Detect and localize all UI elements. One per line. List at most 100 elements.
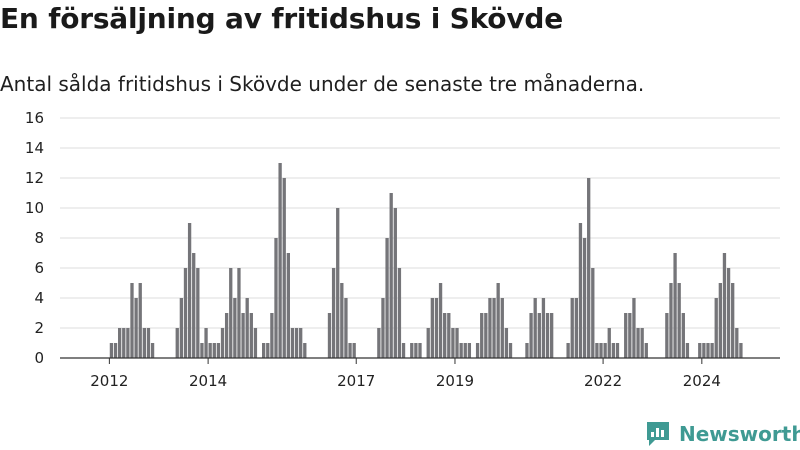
chart-bar <box>352 343 356 358</box>
chart-bar <box>640 328 644 358</box>
chart-bar <box>381 298 385 358</box>
chart-bar <box>430 298 434 358</box>
chart-bar <box>714 298 718 358</box>
chart-bar <box>348 343 352 358</box>
brand-name: Newsworthy <box>679 422 800 446</box>
chart-bar <box>212 343 216 358</box>
chart-bar <box>615 343 620 358</box>
chart-bar <box>722 253 727 358</box>
y-tick-label: 16 <box>25 109 44 127</box>
chart-bar <box>146 328 151 358</box>
x-tick-label: 2017 <box>337 372 375 390</box>
chart-bar <box>669 283 673 358</box>
chart-bar <box>484 313 488 358</box>
chart-bar <box>414 343 418 358</box>
chart-bar <box>599 343 603 358</box>
chart-labels: 1 <box>761 0 771 4</box>
chart-bar <box>504 328 509 358</box>
chart-bar <box>266 343 270 358</box>
chart-bar <box>451 328 455 358</box>
chart-bar <box>537 313 541 358</box>
chart-bar <box>455 328 459 358</box>
chart-bar <box>262 343 266 358</box>
chart-bar <box>241 313 245 358</box>
chart-bar <box>192 253 196 358</box>
page-subtitle: Antal sålda fritidshus i Skövde under de… <box>0 72 645 96</box>
chart-bar <box>710 343 714 358</box>
chart-bar <box>533 298 537 358</box>
chart-bar <box>150 343 155 358</box>
chart-bar <box>628 313 632 358</box>
chart-bar <box>208 343 212 358</box>
chart-axes: 0 2 4 6 8 10 12 14 16 2012 2014 2017 2019 2022 2024 <box>25 109 780 390</box>
chart-bar <box>134 298 138 358</box>
chart-bar <box>109 343 114 358</box>
chart-bar <box>492 298 496 358</box>
chart-bar <box>603 343 607 358</box>
chart-bar <box>496 283 500 358</box>
chart-bar <box>480 313 484 358</box>
chart-bar <box>327 313 332 358</box>
chart-bar <box>426 328 430 358</box>
chart-bar <box>447 313 451 358</box>
chart-bar <box>196 268 200 358</box>
chart-bar <box>459 343 463 358</box>
chart-bar <box>299 328 303 358</box>
x-tick-label: 2024 <box>683 372 721 390</box>
chart-bar <box>673 253 677 358</box>
chart-bar <box>624 313 628 358</box>
chart-bar <box>344 298 348 358</box>
newsworthy-logo-icon <box>647 422 669 446</box>
x-tick-label: 2014 <box>189 372 227 390</box>
chart-bar <box>644 343 648 358</box>
chart-bar <box>270 313 274 358</box>
x-tick-label: 2022 <box>584 372 622 390</box>
chart-bar <box>698 343 702 358</box>
chart-bar <box>126 328 130 358</box>
chart-bar <box>550 313 554 358</box>
chart-bar <box>685 343 690 358</box>
chart-bar <box>500 298 504 358</box>
chart-bar <box>578 223 583 358</box>
chart-bar <box>130 283 134 358</box>
chart-bar <box>541 298 546 358</box>
chart-bar <box>113 343 118 358</box>
chart-bar <box>216 343 221 358</box>
chart-bar <box>632 298 636 358</box>
chart-bar <box>274 238 278 358</box>
chart-bar <box>434 298 439 358</box>
chart-bar <box>401 343 406 358</box>
chart-bar <box>735 328 739 358</box>
chart-bar <box>331 268 336 358</box>
chart-bar <box>183 268 188 358</box>
chart-bar <box>702 343 706 358</box>
chart-bar <box>739 343 743 358</box>
chart-bar <box>508 343 513 358</box>
chart-bar <box>224 313 229 358</box>
x-tick-label: 2019 <box>436 372 474 390</box>
brand-logo: Newsworthy <box>645 420 800 448</box>
chart-bar <box>282 178 286 358</box>
chart-bar <box>566 343 570 358</box>
page-title: En försäljning av fritidshus i Skövde <box>0 2 564 35</box>
y-tick-label: 12 <box>25 169 44 187</box>
chart-bar <box>122 328 126 358</box>
chart-bar <box>718 283 722 358</box>
y-tick-label: 2 <box>34 319 44 337</box>
chart-bar <box>179 298 184 358</box>
chart-bar <box>677 283 681 358</box>
chart-bar <box>233 298 237 358</box>
chart-bar <box>253 328 258 358</box>
y-tick-label: 4 <box>34 289 44 307</box>
chart-bar <box>397 268 402 358</box>
chart-bar <box>294 328 299 358</box>
chart-bar <box>237 268 241 358</box>
chart-bar <box>389 193 393 358</box>
y-tick-label: 8 <box>34 229 44 247</box>
chart-bar <box>731 283 735 358</box>
chart-bar <box>570 298 574 358</box>
chart-bar <box>187 223 192 358</box>
chart-bar <box>336 208 340 358</box>
chart-bar <box>204 328 208 358</box>
chart-bar <box>290 328 295 358</box>
